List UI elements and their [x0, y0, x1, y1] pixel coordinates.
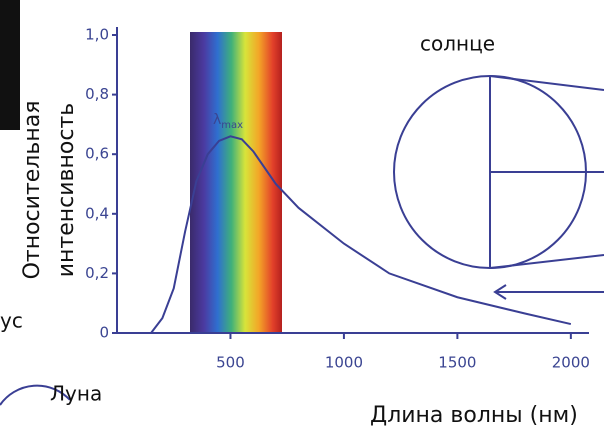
spectrum-band — [190, 32, 282, 333]
y-tick-label: 0 — [99, 324, 109, 342]
y-tick-label: 1,0 — [85, 26, 109, 44]
y-axis-label: Относительная — [20, 101, 45, 280]
x-tick-label: 2000 — [552, 354, 590, 372]
cut-label: ус — [0, 309, 23, 333]
sun-label: солнце — [420, 32, 495, 56]
y-tick-label: 0,6 — [85, 145, 109, 163]
x-axis-label: Длина волны (нм) — [370, 403, 578, 428]
chart: солнце Луна ус Длина волны (нм) Относите… — [0, 0, 604, 428]
x-tick-label: 500 — [216, 354, 245, 372]
x-tick-label: 1500 — [438, 354, 476, 372]
y-axis-label: интенсивность — [54, 103, 79, 278]
peak-subscript: max — [221, 120, 243, 131]
sun-diagram — [394, 76, 604, 299]
y-tick-label: 0,2 — [85, 264, 109, 282]
y-tick-label: 0,8 — [85, 85, 109, 103]
y-tick-label: 0,4 — [85, 204, 109, 222]
moon-label: Луна — [50, 382, 102, 406]
x-tick-label: 1000 — [325, 354, 363, 372]
peak-symbol: λ — [213, 112, 221, 128]
photo-fragment — [0, 0, 20, 130]
